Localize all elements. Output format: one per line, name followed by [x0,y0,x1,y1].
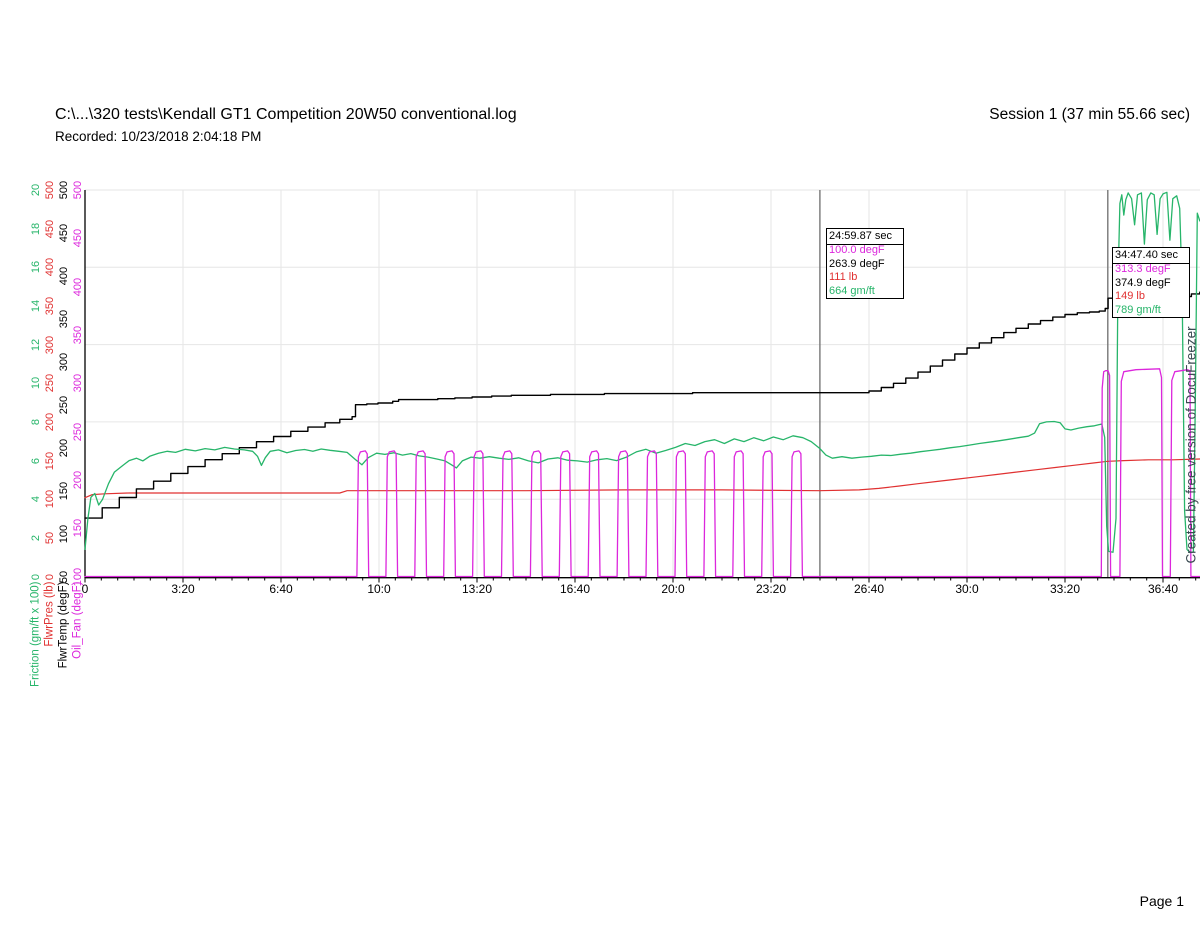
y-tick-Oil_Fan-200: 200 [72,470,84,490]
y-tick-FlwrPres-250: 250 [44,374,56,393]
page-number: Page 1 [1139,893,1184,909]
gridlines [85,189,1200,577]
cursor2-flwrpres-value: 149 lb [1115,290,1145,302]
cursor1-oilfan-value: 100.0 degF [829,244,885,256]
y-tick-Friction-8: 8 [30,418,42,425]
y-axis-title-FlwrTemp: FlwrTemp (degF) [57,581,70,669]
y-tick-FlwrTemp-400: 400 [58,266,70,286]
x-tick-26:40: 26:40 [853,582,885,596]
y-tick-Friction-6: 6 [30,457,42,464]
series-FlwrTemp [84,291,1200,519]
y-tick-Friction-20: 20 [30,183,42,197]
y-tick-Oil_Fan-400: 400 [72,277,84,296]
cursor2-flwrtemp-value: 374.9 degF [1115,276,1171,289]
y-tick-FlwrTemp-200: 200 [58,438,70,457]
x-tick-6:40: 6:40 [269,582,293,596]
x-tick-20:0: 20:0 [661,582,685,596]
axis-lines [84,190,1200,579]
y-tick-FlwrTemp-100: 100 [58,524,70,543]
y-tick-Oil_Fan-250: 250 [72,422,84,441]
cursor1-flwrtemp-value: 263.9 degF [829,257,885,270]
cursor2-friction-value: 789 gm/ft [1115,303,1161,316]
y-tick-FlwrPres-150: 150 [44,451,56,470]
x-tick-10:0: 10:0 [367,582,391,596]
y-tick-FlwrTemp-450: 450 [58,223,70,243]
session-info: Session 1 (37 min 55.66 sec) [989,106,1190,123]
x-tick-23:20: 23:20 [755,582,787,596]
x-tick-33:20: 33:20 [1049,582,1081,596]
y-tick-Oil_Fan-500: 500 [72,180,84,200]
y-tick-Oil_Fan-150: 150 [72,519,84,538]
x-tick-30:0: 30:0 [955,582,979,596]
y-tick-Friction-12: 12 [30,338,42,351]
y-tick-FlwrPres-450: 450 [44,219,56,238]
y-tick-FlwrTemp-300: 300 [58,352,70,371]
series-Oil_Fan [84,368,1200,578]
axis-tick-marks [84,577,1197,583]
x-tick-13:20: 13:20 [461,582,493,596]
y-tick-Friction-14: 14 [30,299,42,313]
y-tick-FlwrTemp-500: 500 [58,180,70,200]
cursor1-time: 24:59.87 sec [826,228,904,245]
y-tick-Oil_Fan-450: 450 [72,229,84,248]
cursor-annotation-1: 24:59.87 sec 100.0 degF 263.9 degF 111 l… [826,228,904,299]
y-tick-FlwrPres-350: 350 [44,296,56,316]
y-tick-FlwrPres-200: 200 [44,412,56,432]
cursor2-oilfan-value: 313.3 degF [1115,263,1171,275]
x-tick-36:40: 36:40 [1147,582,1179,596]
y-tick-FlwrPres-100: 100 [44,490,56,509]
y-axis-title-FlwrPres: FlwrPres (lb) [43,581,56,647]
y-tick-Friction-4: 4 [30,496,42,503]
y-tick-Friction-18: 18 [30,222,42,235]
docufreezer-watermark: Created by free version of DocuFreezer [1183,326,1199,564]
y-tick-FlwrPres-400: 400 [44,258,56,277]
y-tick-Oil_Fan-350: 350 [72,325,84,345]
y-tick-FlwrPres-500: 500 [44,180,56,200]
series-FlwrPres [84,458,1200,499]
cursor1-flwrpres-value: 111 lb [829,271,858,283]
cursor1-friction-value: 664 gm/ft [829,284,875,297]
y-axis-title-Friction: Friction (gm/ft x 100) [29,581,42,687]
cursor-annotation-2: 34:47.40 sec 313.3 degF 374.9 degF 149 l… [1112,247,1190,318]
y-tick-Friction-10: 10 [30,377,42,390]
y-tick-FlwrTemp-350: 350 [58,309,70,329]
recorded-timestamp: Recorded: 10/23/2018 2:04:18 PM [55,129,262,144]
x-tick-0: 0 [81,582,89,596]
y-tick-FlwrTemp-150: 150 [58,481,70,500]
y-tick-Friction-16: 16 [30,261,42,274]
y-tick-FlwrTemp-250: 250 [58,395,70,414]
y-tick-FlwrPres-300: 300 [44,335,56,354]
x-tick-3:20: 3:20 [171,582,195,596]
series-Friction [84,191,1200,554]
log-file-path: C:\...\320 tests\Kendall GT1 Competition… [55,106,517,123]
y-tick-FlwrPres-50: 50 [44,531,56,544]
y-tick-Friction-2: 2 [30,534,42,541]
y-axis-title-Oil_Fan: Oil_Fan (degF) [71,581,84,659]
cursor2-time: 34:47.40 sec [1112,247,1190,264]
x-tick-16:40: 16:40 [559,582,591,596]
y-tick-Oil_Fan-300: 300 [72,374,84,393]
